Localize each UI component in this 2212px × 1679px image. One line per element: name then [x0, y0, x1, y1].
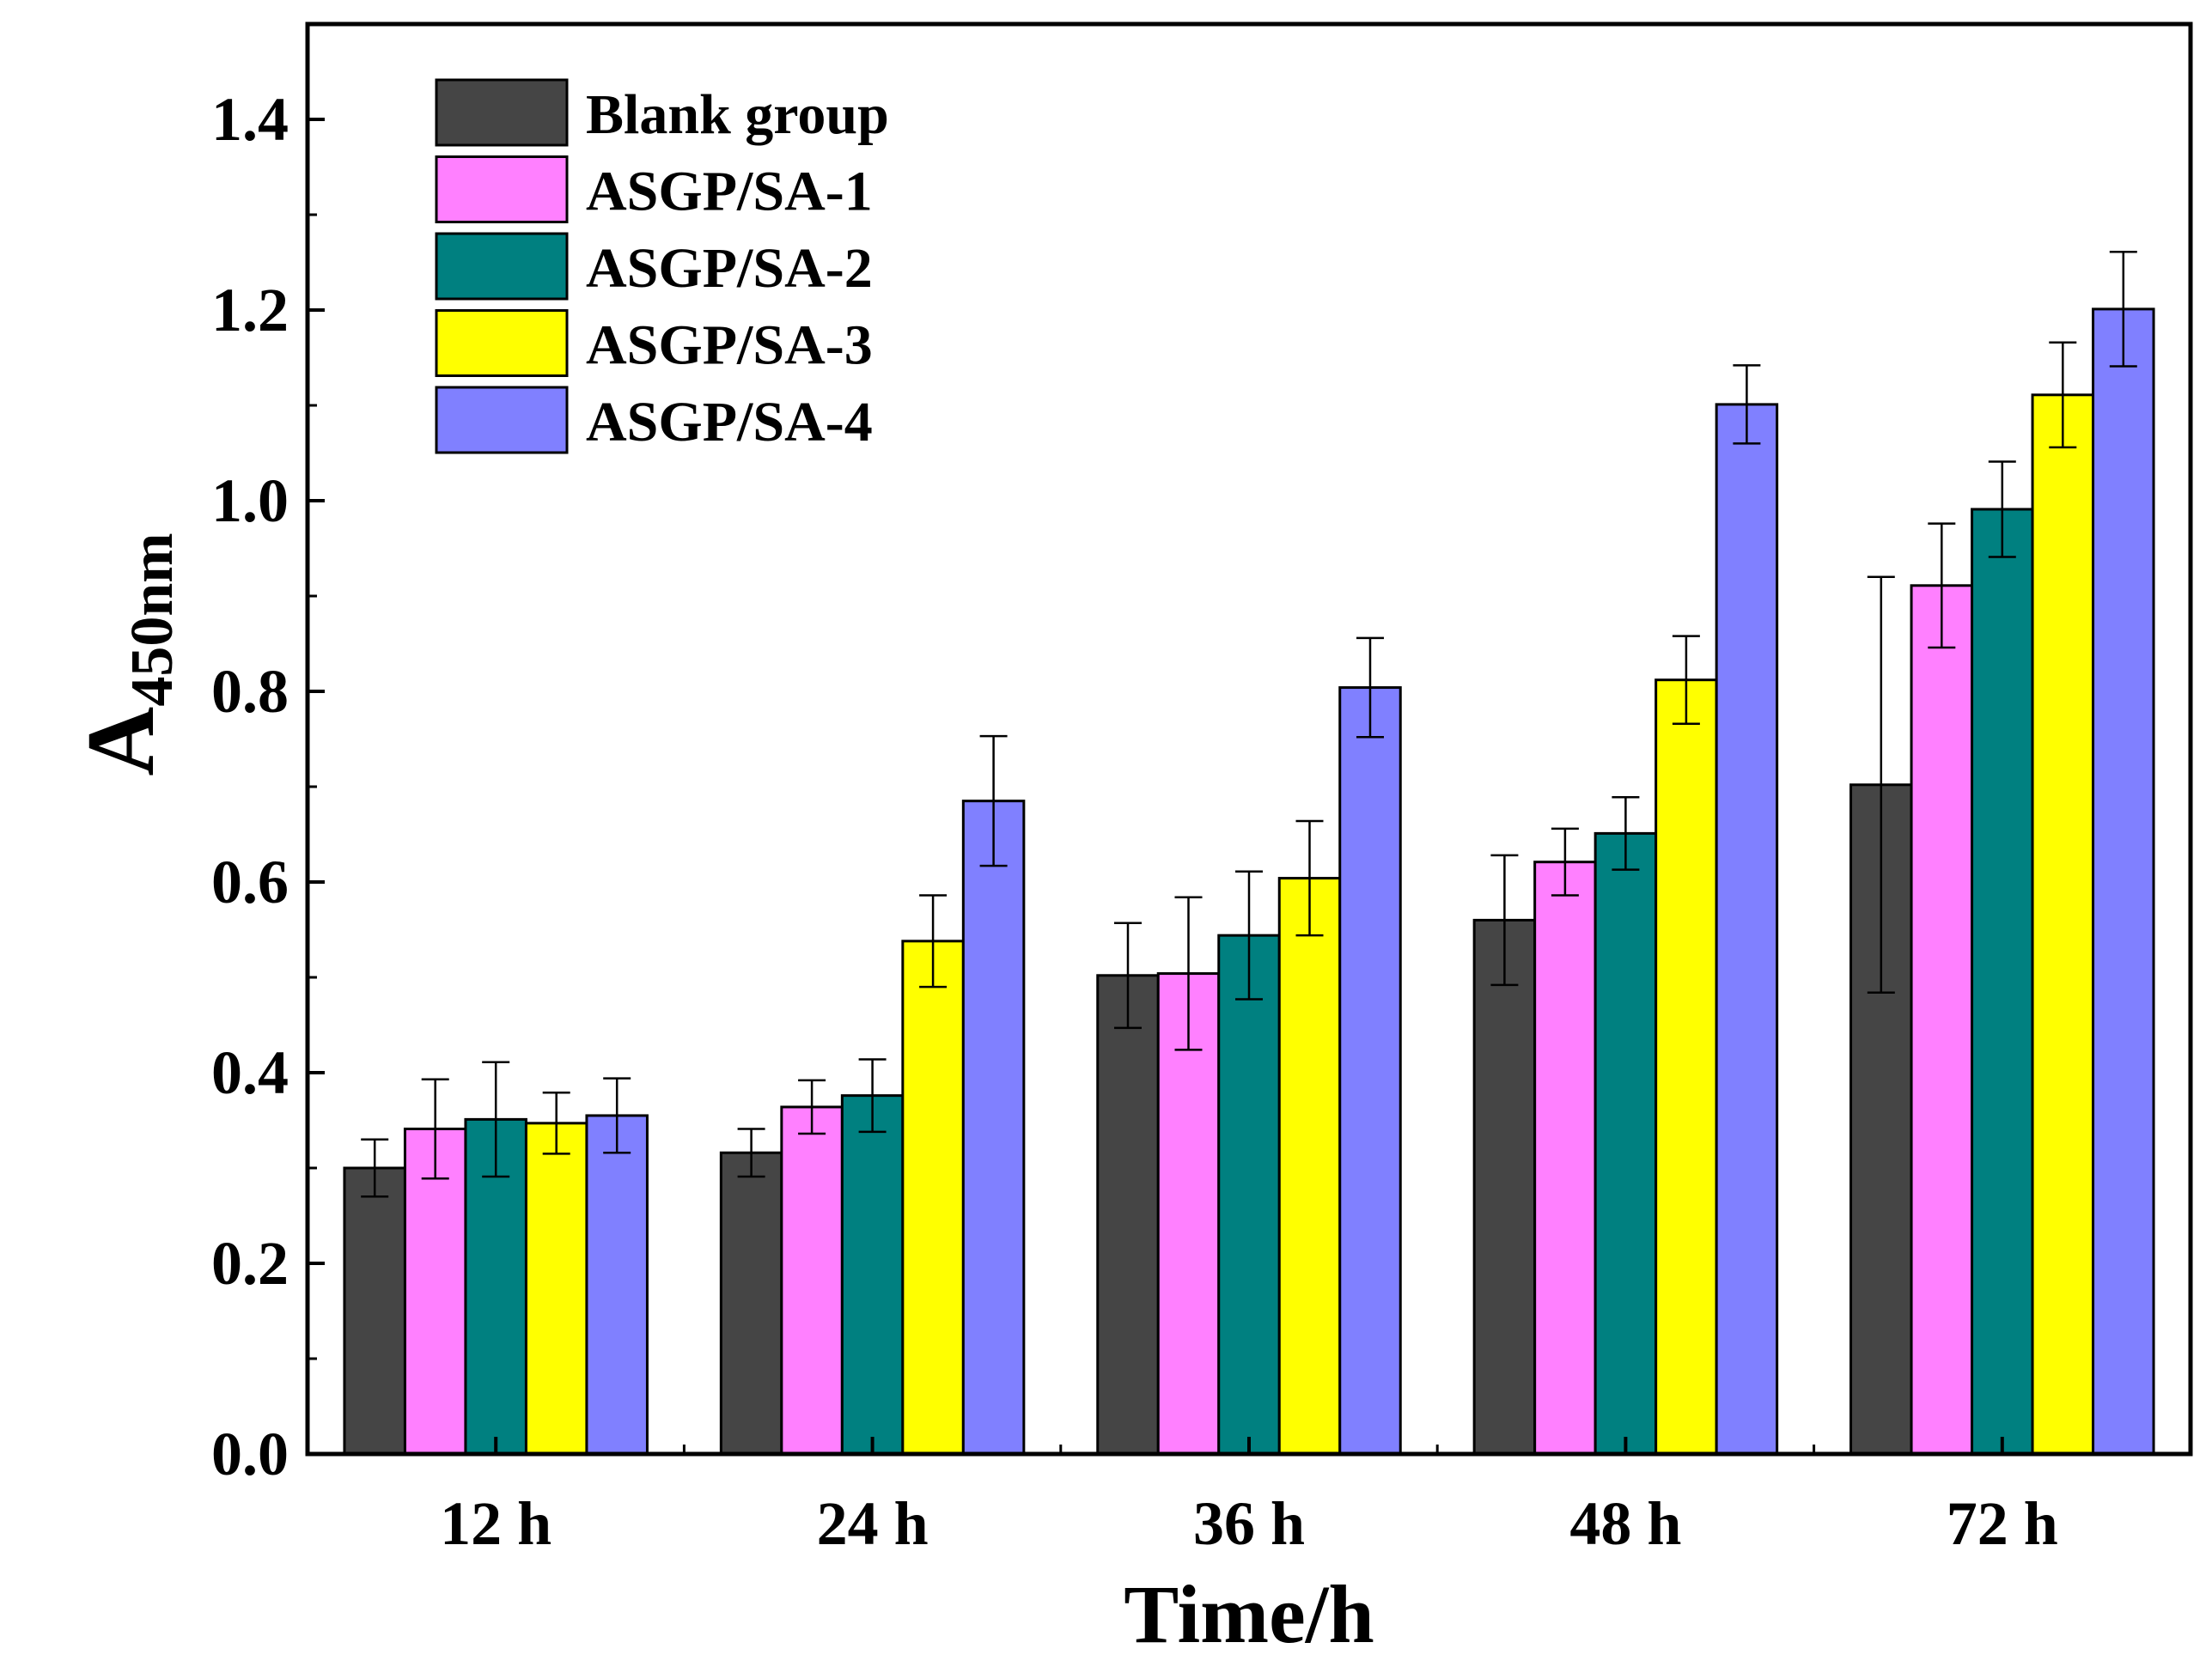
bar-asgp-sa-3-36h [1277, 877, 1342, 1456]
x-tick-label: 24 h [817, 1489, 929, 1558]
bar-asgp-sa-2-48h [1593, 831, 1658, 1456]
error-bar-asgp-sa-2-48h [1612, 795, 1640, 871]
legend-item: ASGP/SA-3 [435, 309, 873, 377]
error-bars-layer [361, 251, 2137, 1198]
y-tick-label: 1.2 [211, 276, 289, 344]
error-bar-asgp-sa-4-36h [1356, 636, 1384, 739]
error-bar-blank-group-72h [1867, 575, 1895, 995]
legend-swatch [435, 309, 569, 377]
bar-blank-group-12h [343, 1166, 406, 1456]
x-tick-label: 36 h [1193, 1489, 1305, 1558]
bar-blank-group-24h [719, 1151, 783, 1456]
error-bar-asgp-sa-2-12h [482, 1061, 510, 1178]
error-bar-asgp-sa-4-12h [603, 1077, 631, 1154]
legend-item: ASGP/SA-4 [435, 386, 873, 454]
error-bar-asgp-sa-3-24h [919, 894, 948, 989]
error-bar-asgp-sa-2-72h [1988, 460, 2016, 558]
legend-label: ASGP/SA-1 [586, 161, 873, 223]
error-bar-asgp-sa-1-36h [1174, 896, 1203, 1051]
bar-asgp-sa-3-12h [524, 1122, 588, 1456]
bar-blank-group-36h [1096, 974, 1160, 1456]
error-bar-asgp-sa-3-72h [2049, 341, 2077, 449]
y-tick-label: 1.4 [211, 85, 289, 154]
bar-asgp-sa-3-24h [901, 940, 965, 1456]
error-bar-blank-group-12h [361, 1138, 389, 1198]
bar-blank-group-48h [1472, 918, 1537, 1456]
bar-asgp-sa-2-36h [1217, 934, 1281, 1456]
legend-swatch [435, 386, 569, 454]
bar-asgp-sa-4-12h [585, 1114, 649, 1456]
bar-asgp-sa-4-48h [1715, 403, 1779, 1456]
y-tick-label: 0.6 [211, 848, 289, 916]
y-tick-label: 0.4 [211, 1038, 289, 1107]
legend-label: ASGP/SA-4 [586, 391, 873, 453]
error-bar-asgp-sa-2-24h [858, 1058, 887, 1134]
x-tick-label: 48 h [1569, 1489, 1681, 1558]
error-bar-blank-group-36h [1114, 922, 1142, 1030]
bar-asgp-sa-1-72h [1910, 584, 1974, 1456]
bar-asgp-sa-1-36h [1156, 972, 1221, 1456]
y-tick-label: 0.8 [211, 657, 289, 726]
bar-asgp-sa-1-24h [780, 1105, 844, 1456]
y-axis-label-subscript: 450nm [119, 532, 186, 706]
legend-label: Blank group [586, 83, 889, 146]
error-bar-asgp-sa-1-24h [798, 1079, 826, 1135]
error-bar-asgp-sa-2-36h [1235, 870, 1263, 1001]
legend-swatch [435, 155, 569, 223]
x-tick-labels: 12 h 24 h 36 h 48 h 72 h [440, 1489, 2058, 1558]
bar-asgp-sa-4-24h [961, 800, 1026, 1456]
error-bar-asgp-sa-3-48h [1672, 635, 1700, 725]
y-tick-label: 1.0 [211, 466, 289, 535]
error-bar-blank-group-48h [1490, 854, 1519, 987]
error-bar-asgp-sa-3-36h [1295, 819, 1324, 937]
bar-asgp-sa-1-48h [1533, 861, 1597, 1456]
bar-asgp-sa-2-24h [840, 1094, 905, 1456]
legend-item: Blank group [435, 78, 889, 147]
bars-layer [343, 307, 2155, 1456]
bar-asgp-sa-1-12h [403, 1127, 467, 1456]
bar-asgp-sa-3-48h [1654, 678, 1718, 1456]
legend-swatch [435, 78, 569, 147]
bar-asgp-sa-3-72h [2031, 393, 2095, 1456]
legend-label: ASGP/SA-3 [586, 314, 873, 377]
error-bar-asgp-sa-4-24h [979, 734, 1008, 867]
y-tick-label: 0.2 [211, 1229, 289, 1298]
legend-label: ASGP/SA-2 [586, 237, 873, 300]
error-bar-blank-group-24h [737, 1128, 765, 1178]
bar-asgp-sa-4-72h [2092, 307, 2155, 1456]
x-tick-label: 72 h [1947, 1489, 2058, 1558]
y-axis-label-main: A [68, 707, 174, 776]
error-bar-asgp-sa-1-48h [1551, 827, 1579, 897]
axis-ticks [308, 118, 2004, 1456]
bar-asgp-sa-2-72h [1971, 508, 2034, 1456]
legend: Blank group ASGP/SA-1 ASGP/SA-2 ASGP/SA-3 AS… [435, 78, 889, 454]
error-bar-asgp-sa-4-72h [2109, 251, 2137, 368]
y-axis-label: A450nm [68, 532, 186, 776]
error-bar-asgp-sa-1-72h [1928, 522, 1956, 649]
error-bar-asgp-sa-1-12h [421, 1078, 449, 1180]
x-axis-label: Time/h [1124, 1568, 1374, 1660]
y-tick-labels: 0.0 0.2 0.4 0.6 0.8 1.0 1.2 1.4 [211, 85, 289, 1488]
legend-item: ASGP/SA-1 [435, 155, 873, 223]
bar-asgp-sa-4-36h [1338, 686, 1402, 1456]
error-bar-asgp-sa-4-48h [1733, 364, 1761, 445]
y-tick-label: 0.0 [211, 1420, 289, 1488]
x-tick-label: 12 h [440, 1489, 551, 1558]
legend-item: ASGP/SA-2 [435, 232, 873, 301]
legend-swatch [435, 232, 569, 301]
error-bar-asgp-sa-3-12h [542, 1092, 570, 1155]
